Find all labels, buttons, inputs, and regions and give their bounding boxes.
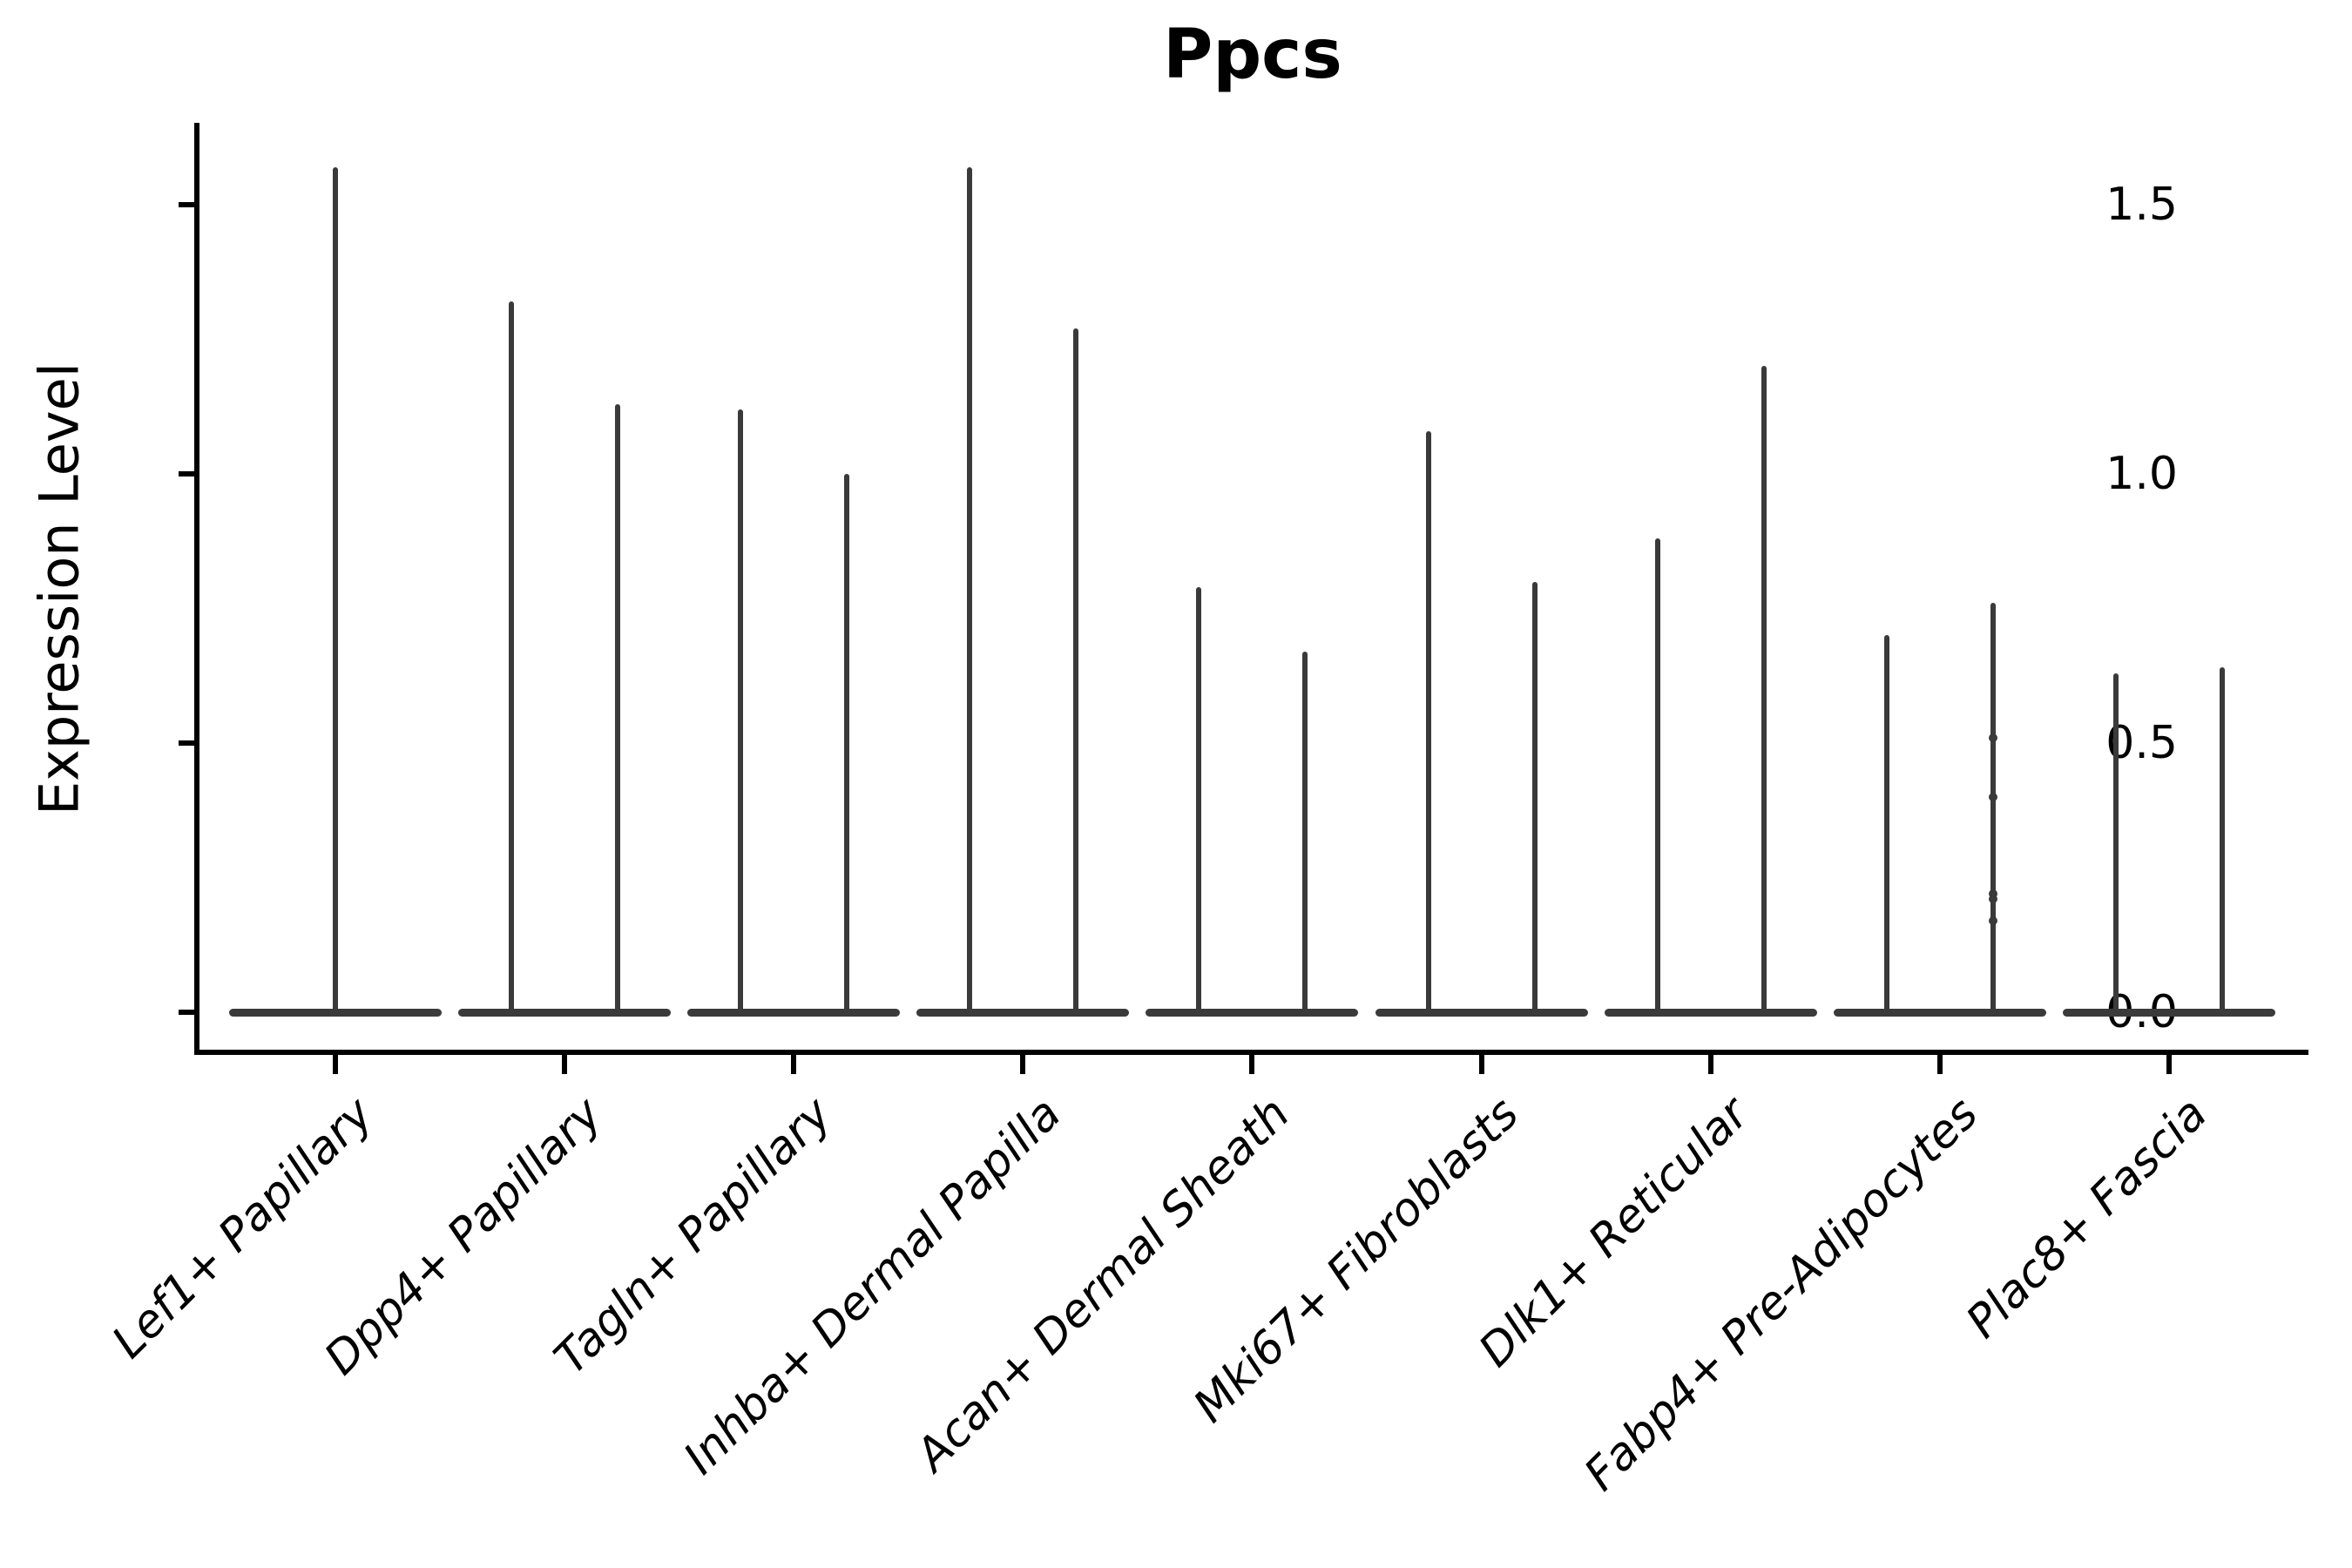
y-tick-label: 1.0	[2105, 448, 2178, 500]
violin-spike	[1073, 328, 1079, 1012]
jitter-point	[1988, 889, 1997, 899]
violin-spike	[1883, 635, 1889, 1012]
x-axis-line	[194, 1050, 2308, 1055]
y-axis-line	[194, 123, 199, 1055]
violin-base	[687, 1008, 901, 1017]
violin-spike	[1196, 586, 1202, 1012]
violin-base	[229, 1008, 442, 1017]
violin-spike	[1302, 651, 1308, 1012]
x-tick-label: Acan+ Dermal Sheath	[906, 1087, 1301, 1482]
violin-spike	[2112, 672, 2119, 1012]
x-tick	[1707, 1055, 1713, 1074]
jitter-point	[1988, 895, 1997, 904]
violin-base	[1146, 1008, 1359, 1017]
violin-spike	[333, 166, 338, 1012]
y-tick-label: 0.5	[2105, 717, 2178, 769]
jitter-point	[1988, 733, 1997, 742]
y-tick	[179, 740, 194, 746]
y-axis-label: Expression Level	[27, 362, 91, 815]
x-tick	[2166, 1055, 2172, 1074]
violin-base	[916, 1008, 1130, 1017]
y-tick	[179, 471, 194, 476]
x-tick	[791, 1055, 797, 1074]
chart-title: Ppcs	[1163, 16, 1342, 94]
x-tick	[1478, 1055, 1484, 1074]
violin-spike	[615, 403, 621, 1012]
x-tick-label: Fabp4+ Pre-Adipocytes	[1574, 1087, 1988, 1502]
violin-spike	[2219, 667, 2225, 1012]
violin-base	[458, 1008, 672, 1017]
jitter-point	[1988, 916, 1997, 925]
y-tick	[179, 202, 194, 207]
violin-spike	[509, 301, 515, 1012]
violin-spike	[1654, 538, 1660, 1012]
x-tick	[1936, 1055, 1943, 1074]
x-tick-label: Plac8+ Fascia	[1956, 1087, 2217, 1348]
violin-base	[1604, 1008, 1817, 1017]
x-tick	[333, 1055, 338, 1074]
violin-spike	[967, 166, 973, 1012]
violin-spike	[1761, 366, 1767, 1012]
y-tick-label: 1.5	[2105, 179, 2178, 231]
violin-spike	[1990, 603, 1996, 1012]
violin-base	[2062, 1008, 2275, 1017]
violin-spike	[1531, 581, 1538, 1012]
violin-base	[1375, 1008, 1588, 1017]
jitter-point	[1988, 792, 1997, 801]
x-tick	[1020, 1055, 1026, 1074]
violin-spike	[738, 409, 744, 1012]
x-tick	[562, 1055, 568, 1074]
x-tick	[1249, 1055, 1255, 1074]
x-tick-label: Inhba+ Dermal Papilla	[673, 1087, 1071, 1485]
violin-spike	[844, 474, 850, 1012]
violin-base	[1833, 1008, 2046, 1017]
y-tick	[179, 1010, 194, 1015]
violin-spike	[1425, 430, 1431, 1012]
